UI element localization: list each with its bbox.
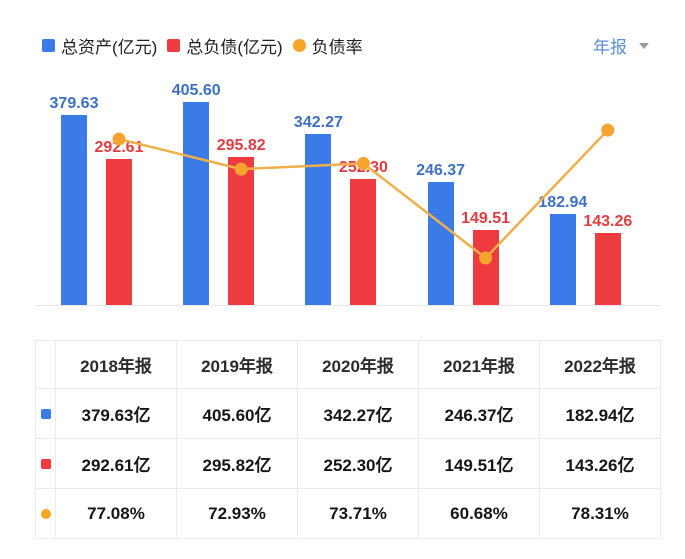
assets-swatch-icon <box>42 39 55 52</box>
cell-debt_ratio-3: 60.68% <box>418 488 540 539</box>
x-axis-line <box>35 305 661 306</box>
table-row-assets: 379.63亿 405.60亿 342.27亿 246.37亿 182.94亿 <box>35 388 661 439</box>
bar-liabilities-1[interactable] <box>228 157 255 305</box>
debt-ratio-row-icon <box>40 509 51 520</box>
legend-item-liabilities[interactable]: 总负债(亿元) <box>167 33 283 58</box>
bar-assets-3[interactable] <box>427 181 454 305</box>
table-header-2021: 2021年报 <box>418 340 540 389</box>
table-header-row: 2018年报 2019年报 2020年报 2021年报 2022年报 <box>35 340 661 389</box>
table-corner-cell <box>35 340 56 389</box>
table-row-debt_ratio: 77.08% 72.93% 73.71% 60.68% 78.31% <box>35 488 661 539</box>
legend-label-liabilities: 总负债(亿元) <box>186 38 283 57</box>
debt-ratio-swatch-icon <box>292 39 306 52</box>
cell-assets-1: 405.60亿 <box>176 388 298 439</box>
cell-liabilities-3: 149.51亿 <box>418 438 540 489</box>
bar-liabilities-3[interactable] <box>472 230 499 305</box>
table-header-2019: 2019年报 <box>176 340 298 389</box>
cell-debt_ratio-0: 77.08% <box>55 488 177 539</box>
cell-liabilities-4: 143.26亿 <box>539 438 661 489</box>
debt-ratio-marker-1[interactable] <box>234 162 248 176</box>
period-selector-label: 年报 <box>593 38 627 57</box>
cell-debt_ratio-2: 73.71% <box>297 488 419 539</box>
table-header-2022: 2022年报 <box>539 340 661 389</box>
bar-label-liabilities-4: 143.26 <box>583 213 633 231</box>
liabilities-swatch-icon <box>167 39 181 52</box>
cell-debt_ratio-1: 72.93% <box>176 488 298 539</box>
chart: 379.63 405.60 342.27 246.37 182.94 292.61 295.… <box>0 62 685 312</box>
period-selector[interactable]: 年报 <box>593 33 649 58</box>
chart-header: 总资产(亿元) 总负债(亿元) 负债率 年报 <box>42 33 649 58</box>
row-icon-cell <box>35 388 56 439</box>
bar-label-assets-2: 342.27 <box>293 113 343 131</box>
bar-assets-0[interactable] <box>61 115 87 305</box>
bar-label-liabilities-1: 295.82 <box>216 137 266 155</box>
liabilities-row-icon <box>40 459 51 470</box>
bar-liabilities-4[interactable] <box>594 233 621 305</box>
chevron-down-icon <box>639 42 649 49</box>
bar-label-liabilities-3: 149.51 <box>461 210 511 228</box>
cell-assets-3: 246.37亿 <box>418 388 540 439</box>
bar-label-assets-4: 182.94 <box>538 193 588 211</box>
bar-label-assets-3: 246.37 <box>416 161 466 179</box>
debt-ratio-marker-4[interactable] <box>601 123 615 137</box>
summary-table-container: 2018年报 2019年报 2020年报 2021年报 2022年报 379.6… <box>35 340 661 539</box>
bar-assets-2[interactable] <box>305 133 332 305</box>
cell-liabilities-1: 295.82亿 <box>176 438 298 489</box>
table-header-2018: 2018年报 <box>55 340 177 389</box>
debt_ratio-line-layer <box>112 123 615 265</box>
cell-liabilities-2: 252.30亿 <box>297 438 419 489</box>
bar-assets-4[interactable] <box>549 213 576 305</box>
legend-label-assets: 总资产(亿元) <box>61 38 158 57</box>
legend-item-debt-ratio[interactable]: 负债率 <box>292 33 363 58</box>
summary-table: 2018年报 2019年报 2020年报 2021年报 2022年报 379.6… <box>35 340 661 539</box>
row-icon-cell <box>35 438 56 489</box>
cell-debt_ratio-4: 78.31% <box>539 488 661 539</box>
debt-ratio-marker-2[interactable] <box>356 156 370 170</box>
legend-label-debt-ratio: 负债率 <box>311 38 363 57</box>
bar-liabilities-2[interactable] <box>350 178 377 305</box>
row-icon-cell <box>35 488 56 539</box>
cell-liabilities-0: 292.61亿 <box>55 438 177 489</box>
assets-row-icon <box>40 409 51 420</box>
cell-assets-0: 379.63亿 <box>55 388 177 439</box>
debt-ratio-marker-0[interactable] <box>112 132 126 146</box>
bar-label-assets-0: 379.63 <box>49 95 99 113</box>
legend-item-assets[interactable]: 总资产(亿元) <box>42 33 157 58</box>
debt-ratio-marker-3[interactable] <box>479 251 493 265</box>
table-row-liabilities: 292.61亿 295.82亿 252.30亿 149.51亿 143.26亿 <box>35 438 661 489</box>
bar-assets-1[interactable] <box>183 102 210 305</box>
table-header-2020: 2020年报 <box>297 340 419 389</box>
bar-liabilities-0[interactable] <box>106 158 132 305</box>
cell-assets-2: 342.27亿 <box>297 388 419 439</box>
debt-ratio-line <box>118 129 609 260</box>
summary-table-body: 379.63亿 405.60亿 342.27亿 246.37亿 182.94亿 292.6… <box>35 388 661 539</box>
cell-assets-4: 182.94亿 <box>539 388 661 439</box>
bar-label-assets-1: 405.60 <box>171 82 221 100</box>
